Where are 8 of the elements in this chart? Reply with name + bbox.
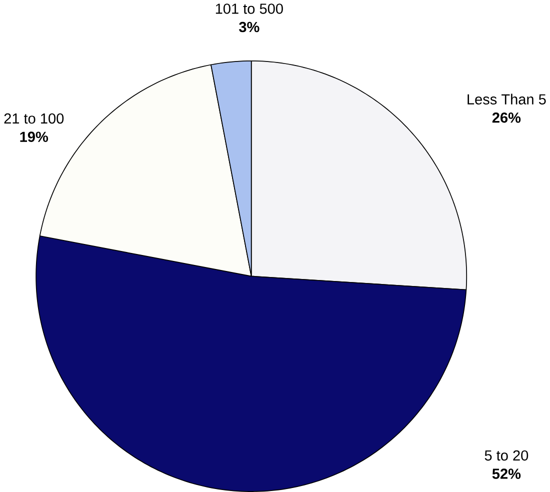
data-label: 26%	[492, 112, 521, 123]
slice-label: Less Than 5	[468, 94, 546, 104]
data-label: 52%	[492, 468, 521, 479]
slice-label: 5 to 20	[484, 450, 528, 461]
slice-label: 101 to 500	[216, 4, 283, 14]
data-label: 3%	[239, 22, 260, 32]
data-label: 19%	[20, 132, 48, 142]
slice-label: 21 to 100	[4, 113, 64, 124]
